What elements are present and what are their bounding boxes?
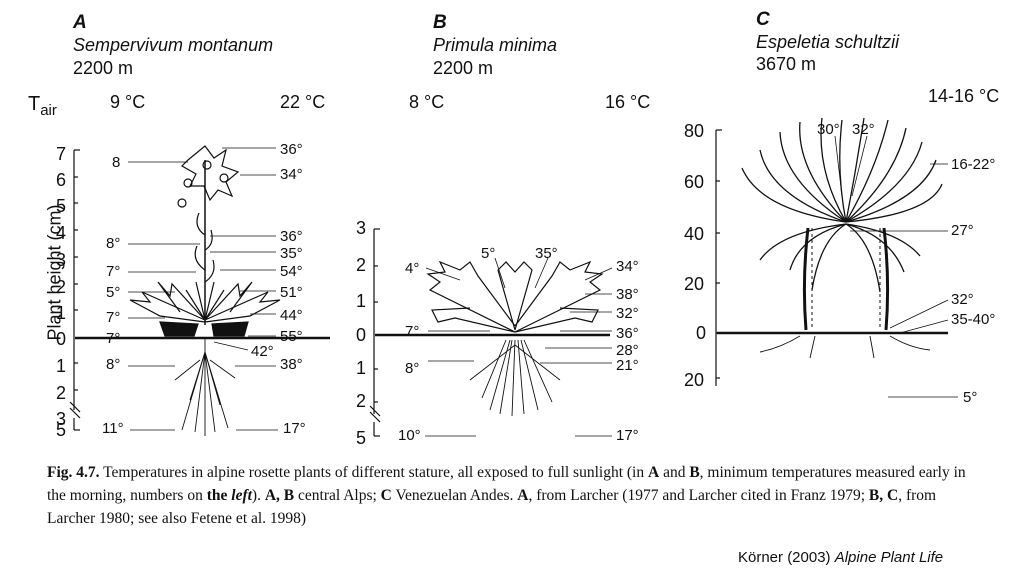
- panel-c-trange: 14-16 °C: [928, 86, 1000, 106]
- tick-label: 5: [56, 420, 67, 440]
- panel-b-axis: [369, 228, 381, 437]
- temp-label: 32°: [616, 305, 639, 322]
- tick-label: 2: [356, 255, 367, 275]
- panel-b-roots: [469, 339, 561, 417]
- temp-label: 42°: [251, 343, 274, 360]
- panel-b-species: Primula minima: [433, 35, 558, 55]
- tick-label: 6: [56, 170, 67, 190]
- temp-label: 32°: [852, 121, 875, 138]
- panel-a-species: Sempervivum montanum: [73, 35, 274, 55]
- panel-b-rosette: [426, 260, 604, 333]
- tick-label: 0: [56, 329, 67, 349]
- panel-c-axis: [715, 129, 722, 386]
- temp-label: 36°: [616, 325, 639, 342]
- panel-a-tmin: 9 °C: [110, 92, 146, 112]
- temp-label: 17°: [283, 420, 306, 437]
- tick-label: 60: [684, 172, 705, 192]
- temp-label: 36°: [280, 141, 303, 158]
- panel-b-tmin: 8 °C: [409, 92, 445, 112]
- panel-b-altitude: 2200 m: [433, 58, 494, 78]
- tick-label: 1: [356, 358, 367, 378]
- panel-a-tmax: 22 °C: [280, 92, 326, 112]
- source-credit: Körner (2003) Alpine Plant Life: [738, 549, 944, 566]
- temp-label: 35°: [280, 245, 303, 262]
- tick-label: 3: [56, 250, 67, 270]
- tick-label: 20: [684, 370, 705, 390]
- tick-label: 80: [684, 121, 705, 141]
- temp-label: 17°: [616, 427, 639, 444]
- panel-c-letter: C: [756, 9, 770, 30]
- temp-label: 38°: [280, 356, 303, 373]
- temp-label: 44°: [280, 307, 303, 324]
- panel-a-altitude: 2200 m: [73, 58, 134, 78]
- panel-a-axis: [69, 149, 81, 431]
- panel-c-altitude: 3670 m: [756, 54, 817, 74]
- tick-label: 1: [56, 356, 67, 376]
- tick-label: 5: [56, 196, 67, 216]
- panel-c-species: Espeletia schultzii: [756, 32, 900, 52]
- t-air-label: Tair: [28, 93, 57, 119]
- temp-label: 54°: [280, 263, 303, 280]
- tick-label: 0: [356, 325, 367, 345]
- temp-label: 5°: [963, 389, 978, 406]
- tick-label: 5: [356, 428, 367, 448]
- temp-label: 8°: [405, 360, 420, 377]
- tick-label: 0: [696, 323, 707, 343]
- panel-a-roots: [174, 338, 236, 436]
- temp-label: 34°: [616, 258, 639, 275]
- tick-label: 1: [56, 303, 67, 323]
- temp-label: 10°: [398, 427, 421, 444]
- temp-label: 35-40°: [951, 311, 996, 328]
- tick-label: 7: [56, 144, 67, 164]
- temp-label: 34°: [280, 166, 303, 183]
- tick-label: 20: [684, 274, 705, 294]
- temp-label: 8: [112, 154, 121, 171]
- tick-label: 3: [56, 409, 67, 429]
- tick-label: 40: [684, 224, 705, 244]
- temp-label: 11°: [102, 420, 124, 437]
- tick-label: 3: [356, 218, 367, 238]
- temp-label: 28°: [616, 342, 639, 359]
- temp-label: 7°: [106, 309, 121, 326]
- tick-label: 2: [56, 383, 67, 403]
- temp-label: 8°: [106, 356, 121, 373]
- temp-label: 5°: [481, 245, 496, 262]
- panel-c-trunk: [802, 227, 890, 331]
- panel-b-tmax: 16 °C: [605, 92, 651, 112]
- tick-label: 2: [56, 277, 67, 297]
- temp-label: 51°: [280, 284, 303, 301]
- temp-label: 32°: [951, 291, 974, 308]
- tick-label: 2: [356, 391, 367, 411]
- panel-b-letter: B: [433, 12, 447, 33]
- temp-label: 7°: [106, 263, 121, 280]
- temp-label: 5°: [106, 284, 121, 301]
- panel-a-letter: A: [73, 12, 87, 33]
- temp-label: 8°: [106, 235, 121, 252]
- figure-caption: Fig. 4.7. Temperatures in alpine rosette…: [47, 464, 966, 527]
- temp-label: 36°: [280, 228, 303, 245]
- tick-label: 1: [356, 291, 367, 311]
- temp-label: 16-22°: [951, 156, 996, 173]
- panel-c-rosette: [741, 117, 943, 293]
- temp-label: 55°: [280, 328, 303, 345]
- temp-label: 27°: [951, 222, 974, 239]
- plant-drawings: [69, 117, 958, 437]
- temp-label: 4°: [405, 260, 420, 277]
- temp-label: 30°: [817, 121, 840, 138]
- temp-label: 21°: [616, 357, 639, 374]
- tick-label: 4: [56, 223, 67, 243]
- panel-a-flowers: [177, 145, 240, 208]
- temp-label: 38°: [616, 286, 639, 303]
- temp-label: 35°: [535, 245, 558, 262]
